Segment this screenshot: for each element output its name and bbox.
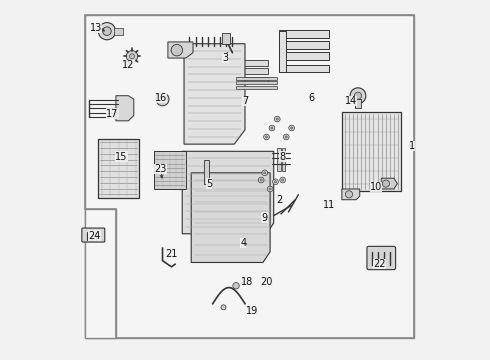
Text: 14: 14 — [344, 96, 357, 106]
Bar — [98, 139, 139, 198]
Polygon shape — [381, 178, 397, 189]
Text: 15: 15 — [115, 152, 127, 162]
Circle shape — [233, 283, 239, 289]
Text: 9: 9 — [262, 213, 268, 222]
Circle shape — [289, 125, 294, 131]
Text: 22: 22 — [373, 259, 386, 269]
Bar — [238, 68, 269, 74]
Circle shape — [221, 305, 226, 310]
Polygon shape — [85, 209, 116, 338]
Text: 13: 13 — [90, 23, 102, 33]
Bar — [282, 148, 285, 171]
Bar — [279, 64, 329, 72]
Circle shape — [269, 188, 271, 190]
Polygon shape — [182, 151, 274, 234]
Polygon shape — [168, 42, 193, 58]
Circle shape — [282, 179, 284, 181]
Text: 5: 5 — [206, 179, 212, 189]
Text: 20: 20 — [260, 277, 273, 287]
Bar — [153, 151, 186, 189]
FancyBboxPatch shape — [82, 228, 105, 242]
Text: 19: 19 — [246, 306, 258, 316]
Circle shape — [345, 191, 353, 198]
Circle shape — [260, 179, 262, 181]
Bar — [221, 33, 230, 44]
Circle shape — [271, 127, 273, 129]
Circle shape — [126, 50, 138, 62]
Text: 24: 24 — [88, 231, 100, 240]
Circle shape — [280, 177, 286, 183]
Circle shape — [276, 118, 278, 120]
Text: 12: 12 — [122, 60, 135, 70]
Polygon shape — [191, 173, 270, 262]
Bar — [236, 77, 277, 80]
Circle shape — [98, 23, 116, 40]
Circle shape — [272, 179, 278, 185]
Circle shape — [285, 136, 287, 138]
Circle shape — [156, 93, 169, 106]
Circle shape — [382, 180, 390, 187]
Text: 17: 17 — [106, 109, 119, 119]
Bar — [114, 28, 123, 35]
Text: 1: 1 — [409, 141, 415, 151]
Circle shape — [262, 170, 268, 176]
Bar — [238, 77, 269, 83]
Text: 2: 2 — [276, 195, 282, 205]
Circle shape — [291, 127, 293, 129]
Bar — [355, 99, 361, 108]
Text: 8: 8 — [280, 152, 286, 162]
Text: 7: 7 — [242, 96, 248, 106]
Text: 23: 23 — [154, 164, 167, 174]
Text: 4: 4 — [240, 238, 246, 248]
Bar — [342, 112, 401, 191]
Circle shape — [266, 136, 268, 138]
Circle shape — [264, 172, 266, 174]
Circle shape — [274, 181, 276, 183]
Polygon shape — [184, 44, 245, 144]
Circle shape — [264, 134, 270, 140]
Text: 21: 21 — [165, 248, 178, 258]
Text: 16: 16 — [155, 93, 167, 103]
Circle shape — [258, 177, 264, 183]
Bar — [236, 86, 277, 89]
Bar — [238, 60, 269, 66]
Text: 3: 3 — [222, 53, 228, 63]
Circle shape — [267, 186, 273, 192]
Bar — [279, 31, 329, 39]
Bar — [204, 160, 209, 184]
Circle shape — [283, 134, 289, 140]
Circle shape — [129, 54, 135, 59]
Circle shape — [274, 116, 280, 122]
Polygon shape — [342, 189, 360, 200]
Circle shape — [269, 125, 275, 131]
Polygon shape — [116, 96, 134, 121]
Circle shape — [350, 88, 366, 104]
Bar — [279, 31, 286, 72]
Bar — [277, 148, 280, 171]
Circle shape — [354, 92, 362, 99]
Bar — [279, 52, 329, 60]
Bar — [279, 41, 329, 49]
Polygon shape — [85, 15, 414, 338]
Text: 18: 18 — [241, 277, 253, 287]
Text: 6: 6 — [308, 93, 315, 103]
Circle shape — [102, 27, 111, 36]
Text: 11: 11 — [323, 200, 335, 210]
Text: 10: 10 — [370, 182, 382, 192]
Bar — [236, 81, 277, 84]
Circle shape — [171, 44, 183, 56]
Circle shape — [160, 97, 165, 102]
FancyBboxPatch shape — [367, 246, 395, 270]
